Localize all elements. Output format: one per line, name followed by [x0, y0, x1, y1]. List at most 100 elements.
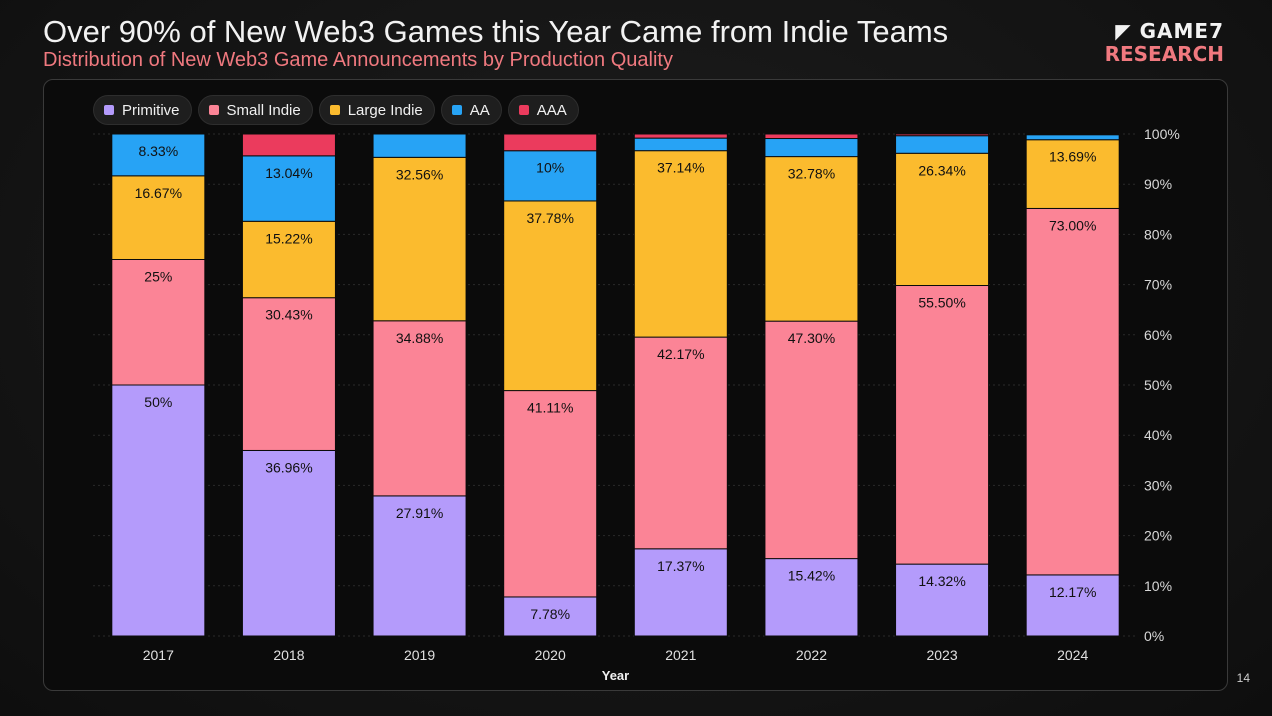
data-label: 73.00% — [1049, 217, 1096, 233]
x-tick-label: 2017 — [143, 647, 174, 663]
game7-research-logo: ◤ GAME7 RESEARCH — [1092, 20, 1224, 66]
bar-segment-aa-2021 — [633, 137, 728, 152]
bar-segment-small-indie-2020 — [503, 390, 598, 598]
bar-segment-large-indie-2023 — [895, 152, 990, 287]
data-label: 42.17% — [657, 346, 704, 362]
data-label: 16.67% — [135, 185, 182, 201]
data-label: 32.56% — [396, 166, 443, 182]
bar-segment-large-indie-2020 — [503, 200, 598, 392]
x-tick-label: 2019 — [404, 647, 435, 663]
y-tick-label: 60% — [1144, 327, 1172, 343]
data-label: 30.43% — [265, 307, 312, 323]
data-label: 15.22% — [265, 230, 312, 246]
legend-item-primitive[interactable]: Primitive — [93, 95, 192, 125]
bar-segment-small-indie-2017 — [111, 259, 206, 386]
x-tick-label: 2020 — [535, 647, 566, 663]
legend-item-aa[interactable]: AA — [440, 95, 502, 125]
data-label: 13.04% — [265, 165, 312, 181]
bar-segment-aa-2023 — [895, 135, 990, 154]
y-tick-label: 40% — [1144, 427, 1172, 443]
data-label: 37.14% — [657, 160, 704, 176]
data-label: 26.34% — [918, 162, 965, 178]
data-label: 32.78% — [788, 166, 835, 182]
bar-segment-aaa-2022 — [764, 133, 859, 140]
x-tick-label: 2018 — [273, 647, 304, 663]
page-number: 14 — [1236, 671, 1250, 685]
bar-segment-primitive-2022 — [764, 558, 859, 637]
y-tick-label: 0% — [1144, 628, 1164, 644]
logo-mark-icon: ◤ — [1115, 19, 1140, 43]
y-tick-label: 10% — [1144, 578, 1172, 594]
bar-segment-small-indie-2022 — [764, 320, 859, 560]
bar-segment-aa-2020 — [503, 150, 598, 202]
data-label: 55.50% — [918, 295, 965, 311]
bar-segment-primitive-2020 — [503, 596, 598, 637]
bar-segment-primitive-2018 — [241, 449, 336, 637]
data-label: 50% — [144, 394, 172, 410]
bar-segment-small-indie-2021 — [633, 336, 728, 550]
legend-label: Large Indie — [347, 101, 423, 119]
y-tick-label: 90% — [1144, 176, 1172, 192]
chart-subtitle: Distribution of New Web3 Game Announceme… — [43, 49, 673, 71]
data-label: 15.42% — [788, 568, 835, 584]
data-label: 17.37% — [657, 558, 704, 574]
legend-item-large-indie[interactable]: Large Indie — [318, 95, 435, 125]
bar-segment-primitive-2019 — [372, 495, 467, 637]
logo-line-2: RESEARCH — [1104, 42, 1224, 66]
bar-segment-aa-2017 — [111, 133, 206, 177]
legend-swatch — [518, 105, 529, 115]
legend-swatch — [329, 105, 340, 115]
y-tick-label: 100% — [1144, 126, 1180, 142]
legend-label: AA — [469, 101, 490, 119]
bar-segment-large-indie-2022 — [764, 156, 859, 322]
bar-segment-small-indie-2018 — [241, 297, 336, 451]
chart-legend: Primitive Small Indie Large Indie AA AAA — [93, 95, 579, 125]
data-label: 25% — [144, 269, 172, 285]
legend-item-small-indie[interactable]: Small Indie — [197, 95, 313, 125]
bar-segment-large-indie-2019 — [372, 156, 467, 322]
bar-segment-aaa-2023 — [895, 133, 990, 137]
y-tick-label: 30% — [1144, 477, 1172, 493]
y-tick-label: 50% — [1144, 377, 1172, 393]
data-label: 37.78% — [526, 210, 573, 226]
legend-swatch — [104, 105, 114, 115]
bar-segment-small-indie-2019 — [372, 320, 467, 497]
data-label: 41.11% — [527, 400, 573, 416]
bar-segment-primitive-2017 — [111, 384, 206, 637]
legend-swatch — [208, 105, 219, 115]
bar-segment-small-indie-2023 — [895, 285, 990, 565]
data-label: 7.78% — [530, 606, 570, 622]
legend-item-aaa[interactable]: AAA — [507, 95, 579, 125]
data-label: 14.32% — [918, 573, 965, 589]
y-tick-label: 70% — [1144, 277, 1172, 293]
data-label: 34.88% — [396, 330, 443, 346]
y-tick-label: 80% — [1144, 226, 1172, 242]
legend-label: AAA — [536, 101, 567, 119]
x-tick-label: 2022 — [796, 647, 827, 663]
bar-segment-small-indie-2024 — [1025, 207, 1120, 576]
legend-label: Primitive — [122, 101, 180, 119]
bar-segment-aa-2022 — [764, 138, 859, 158]
x-axis-title: Year — [602, 668, 629, 683]
bar-segment-aaa-2021 — [633, 133, 728, 139]
legend-swatch — [451, 105, 462, 115]
data-label: 27.91% — [396, 505, 443, 521]
bar-segment-aaa-2024 — [1025, 133, 1120, 136]
x-tick-label: 2024 — [1057, 647, 1088, 663]
data-label: 36.96% — [265, 459, 312, 475]
bar-segment-large-indie-2018 — [241, 220, 336, 299]
bar-segment-aaa-2018 — [241, 133, 336, 157]
x-tick-label: 2021 — [665, 647, 696, 663]
x-tick-label: 2023 — [926, 647, 957, 663]
bar-segment-large-indie-2017 — [111, 175, 206, 261]
logo-line-1: ◤ GAME7 — [1115, 19, 1224, 43]
legend-label: Small Indie — [226, 101, 301, 119]
bar-segment-primitive-2024 — [1025, 574, 1120, 637]
data-label: 10% — [536, 160, 564, 176]
bar-segment-large-indie-2021 — [633, 150, 728, 338]
bar-segment-aa-2019 — [372, 133, 467, 158]
data-label: 8.33% — [138, 143, 178, 159]
bar-segment-primitive-2023 — [895, 563, 990, 637]
bar-segment-aaa-2020 — [503, 133, 598, 152]
